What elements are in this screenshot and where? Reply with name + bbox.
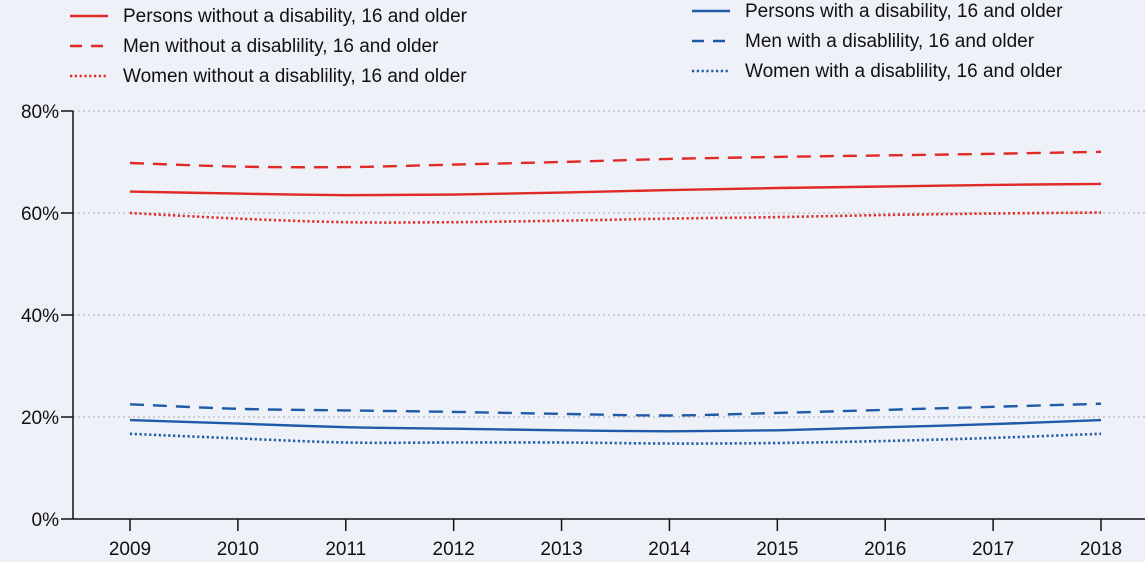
- y-tick-label: 40%: [21, 306, 59, 327]
- series-lines: [129, 150, 1102, 445]
- series-line-5: [129, 402, 1102, 417]
- series-line-3: [129, 211, 1102, 224]
- x-tick-label: 2018: [1080, 539, 1122, 560]
- legend-label: Persons without a disability, 16 and old…: [123, 6, 468, 27]
- legend-label: Women with a disablility, 16 and older: [745, 61, 1063, 82]
- x-tick-label: 2014: [648, 539, 691, 560]
- y-tick-label: 60%: [21, 204, 59, 225]
- x-tick-label: 2015: [756, 539, 798, 560]
- y-tick-label: 20%: [21, 408, 59, 429]
- legend: Persons without a disability, 16 and old…: [70, 1, 1063, 87]
- x-tick-label: 2009: [109, 539, 151, 560]
- series-line-6: [129, 432, 1102, 445]
- gridlines: [73, 110, 1145, 418]
- x-tick-label: 2012: [433, 539, 475, 560]
- x-tick-label: 2016: [864, 539, 906, 560]
- y-tick-label: 80%: [21, 102, 59, 123]
- x-tick-label: 2010: [217, 539, 259, 560]
- x-tick-label: 2017: [972, 539, 1014, 560]
- legend-label: Women without a disablility, 16 and olde…: [123, 66, 467, 87]
- axes: 0% 20% 40% 60% 80% 2009 2010 2011 2012 2013 2014 20…: [21, 102, 1145, 560]
- x-tick-label: 2011: [325, 539, 366, 560]
- legend-label: Men with a disablility, 16 and older: [745, 31, 1035, 52]
- legend-label: Persons with a disability, 16 and older: [745, 1, 1063, 22]
- x-tick-label: 2013: [540, 539, 582, 560]
- series-line-4: [129, 418, 1102, 433]
- series-line-2: [129, 150, 1102, 169]
- series-line-1: [129, 182, 1102, 197]
- y-tick-label: 0%: [32, 510, 60, 531]
- legend-label: Men without a disablility, 16 and older: [123, 36, 439, 57]
